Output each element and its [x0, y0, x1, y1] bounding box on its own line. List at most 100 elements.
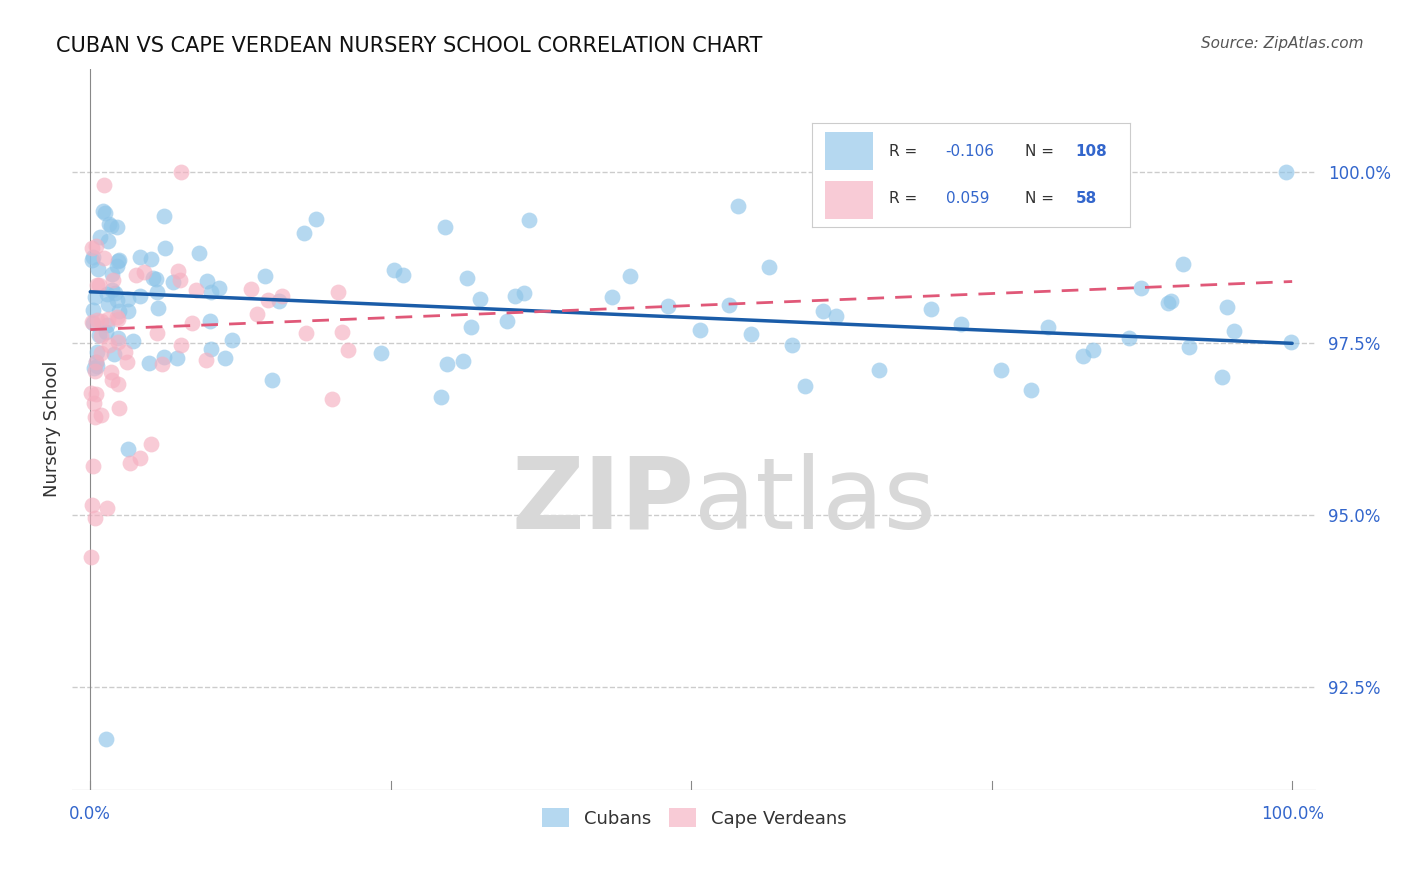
Point	[221, 333, 243, 347]
Point	[1156, 295, 1178, 310]
Point	[82, 250, 104, 264]
Point	[1279, 335, 1302, 350]
Point	[82, 498, 104, 512]
Point	[170, 338, 193, 352]
Point	[83, 409, 105, 424]
Point	[433, 219, 456, 234]
Point	[105, 293, 128, 308]
Point	[94, 325, 117, 339]
Point	[103, 347, 125, 361]
Point	[187, 246, 209, 260]
Point	[619, 268, 641, 283]
Point	[86, 344, 108, 359]
Point	[93, 203, 115, 218]
Point	[166, 351, 188, 366]
Point	[811, 304, 834, 318]
Point	[689, 322, 711, 336]
Point	[101, 267, 124, 281]
Point	[82, 458, 104, 473]
Point	[270, 288, 292, 302]
Point	[1211, 370, 1233, 384]
Point	[101, 273, 124, 287]
Point	[96, 500, 118, 515]
Point	[451, 354, 474, 368]
Point	[93, 251, 115, 265]
Point	[117, 442, 139, 456]
Point	[101, 284, 124, 298]
Point	[122, 334, 145, 349]
Point	[129, 450, 152, 465]
Point	[80, 549, 103, 564]
Point	[256, 293, 278, 307]
Point	[86, 359, 108, 373]
Point	[200, 285, 222, 299]
Point	[1130, 281, 1153, 295]
Point	[267, 293, 290, 308]
Point	[129, 251, 152, 265]
Point	[391, 268, 413, 282]
Point	[146, 301, 169, 315]
Point	[105, 260, 128, 274]
Point	[382, 263, 405, 277]
Point	[84, 510, 107, 524]
Point	[1081, 343, 1104, 358]
Point	[100, 366, 122, 380]
Point	[101, 373, 124, 387]
Point	[512, 286, 534, 301]
Point	[1171, 257, 1194, 271]
Point	[146, 326, 169, 341]
Point	[152, 209, 174, 223]
Point	[89, 230, 111, 244]
Point	[107, 401, 129, 415]
Point	[153, 351, 176, 365]
Point	[97, 296, 120, 310]
Point	[1160, 294, 1182, 309]
Point	[90, 409, 112, 423]
Point	[793, 378, 815, 392]
Point	[107, 376, 129, 391]
Point	[246, 307, 269, 321]
Point	[153, 241, 176, 255]
Point	[292, 226, 315, 240]
Point	[132, 265, 155, 279]
Point	[90, 346, 112, 360]
Point	[207, 281, 229, 295]
Point	[330, 325, 353, 339]
Point	[949, 318, 972, 332]
Point	[125, 268, 148, 282]
Point	[321, 392, 343, 407]
Point	[150, 357, 173, 371]
Point	[93, 178, 115, 193]
Point	[517, 212, 540, 227]
Y-axis label: Nursery School: Nursery School	[44, 361, 60, 498]
Point	[82, 316, 104, 330]
Point	[107, 312, 129, 326]
Point	[128, 289, 150, 303]
Point	[194, 352, 217, 367]
Point	[90, 314, 112, 328]
Point	[602, 290, 624, 304]
Text: atlas: atlas	[695, 453, 936, 549]
Point	[169, 273, 191, 287]
Point	[83, 361, 105, 376]
Point	[105, 310, 128, 325]
Point	[142, 271, 165, 285]
Point	[139, 436, 162, 450]
Point	[84, 239, 107, 253]
Point	[145, 272, 167, 286]
Point	[114, 345, 136, 359]
Point	[84, 355, 107, 369]
Point	[89, 328, 111, 343]
Point	[98, 217, 121, 231]
Point	[1177, 340, 1199, 354]
Point	[456, 271, 478, 285]
Point	[100, 219, 122, 234]
Point	[146, 285, 169, 299]
Point	[197, 275, 219, 289]
Point	[305, 211, 328, 226]
Point	[825, 309, 848, 323]
Point	[84, 364, 107, 378]
Point	[180, 317, 202, 331]
Point	[162, 275, 184, 289]
Point	[86, 313, 108, 327]
